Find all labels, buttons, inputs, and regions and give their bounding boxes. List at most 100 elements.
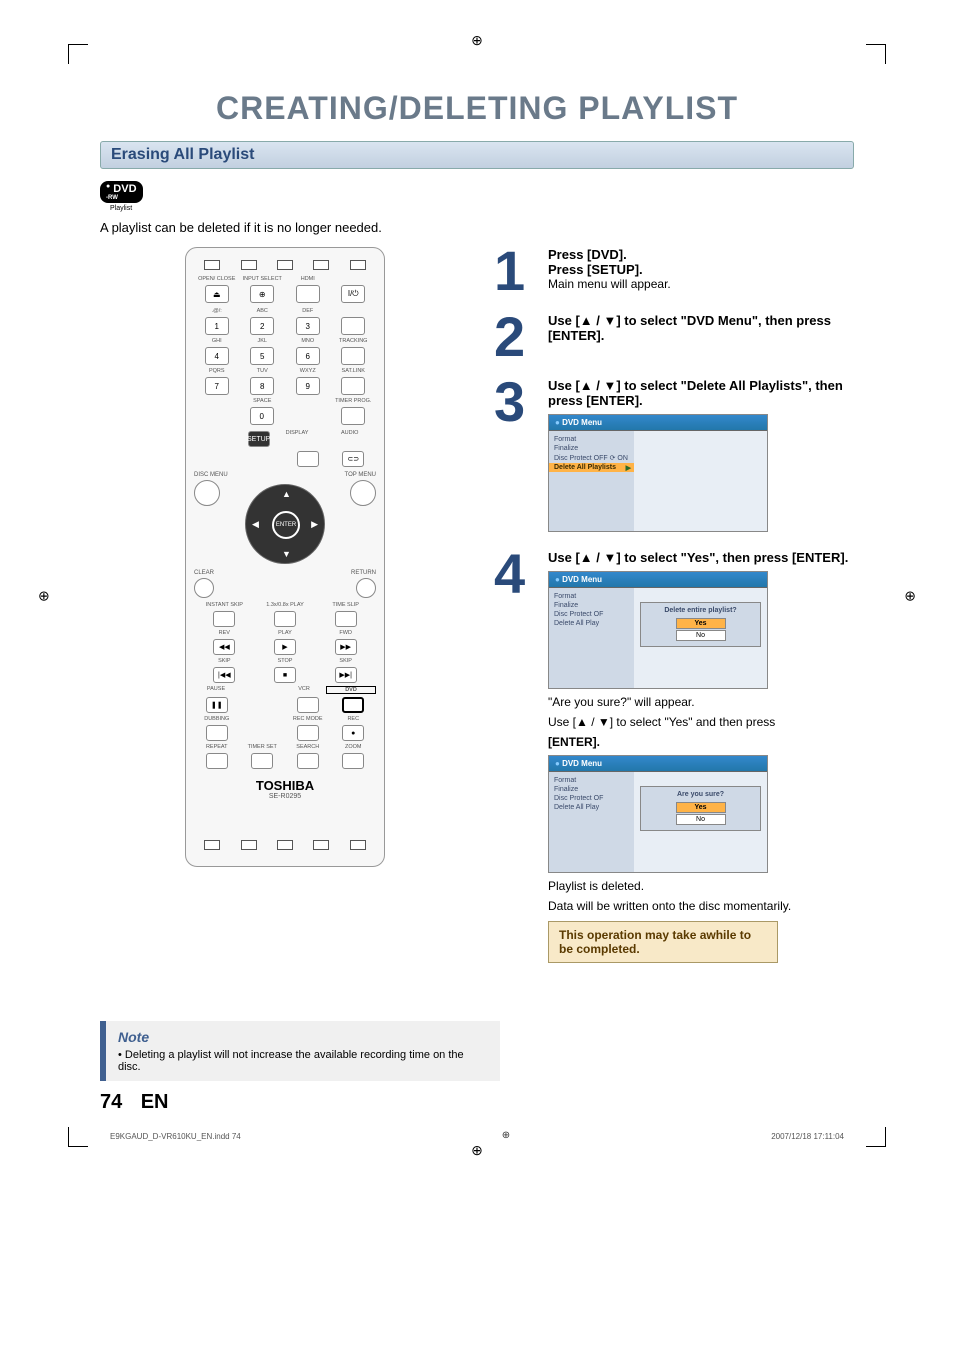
open-close-button[interactable]: ⏏ — [205, 285, 229, 303]
osd-menu-list: FormatFinalizeDisc Protect OFDelete All … — [549, 772, 634, 872]
side-button[interactable] — [341, 407, 365, 425]
skip-back-button[interactable]: |◀◀ — [213, 667, 235, 683]
remote-label: 1.3x/0.8x PLAY — [255, 602, 316, 608]
note-box: Note • Deleting a playlist will not incr… — [100, 1021, 500, 1081]
power-button[interactable]: I/⏻ — [341, 285, 365, 303]
zoom-button[interactable] — [342, 753, 364, 769]
dvd-badge-text: DVD — [113, 183, 136, 195]
remote-label: DUBBING — [194, 716, 240, 722]
footer-file: E9KGAUD_D-VR610KU_EN.indd 74 — [110, 1132, 241, 1141]
num-8-button[interactable]: 8 — [250, 377, 274, 395]
note-body: • Deleting a playlist will not increase … — [118, 1049, 488, 1073]
stop-button[interactable]: ■ — [274, 667, 296, 683]
num-6-button[interactable]: 6 — [296, 347, 320, 365]
step-number: 1 — [494, 247, 538, 295]
num-0-button[interactable]: 0 — [250, 407, 274, 425]
osd-menu-item: Format — [549, 435, 634, 444]
remote-brand: TOSHIBA — [194, 778, 376, 793]
return-button[interactable] — [356, 578, 376, 598]
step-text: Press [SETUP]. — [548, 262, 854, 277]
remote-label: GHI — [194, 338, 240, 344]
osd-menu-item: Format — [549, 592, 634, 601]
osd-title: DVD Menu — [549, 415, 767, 431]
remote-label: TUV — [240, 368, 286, 374]
crop-mark-bottom-inline: ⊕ — [502, 1130, 510, 1141]
pause-button[interactable]: ❚❚ — [206, 697, 228, 713]
step-tail-text: Data will be written onto the disc momen… — [548, 899, 854, 913]
num-7-button[interactable]: 7 — [205, 377, 229, 395]
input-select-button[interactable]: ⊕ — [250, 285, 274, 303]
note-title: Note — [118, 1029, 488, 1045]
hdmi-button[interactable] — [296, 285, 320, 303]
corner-mark — [866, 44, 886, 64]
timer-set-button[interactable] — [251, 753, 273, 769]
remote-model: SE-R0295 — [194, 793, 376, 800]
osd-right-pane: Delete entire playlist?YesNo — [634, 588, 767, 688]
osd-menu-item: Delete All Play — [549, 619, 634, 628]
num-1-button[interactable]: 1 — [205, 317, 229, 335]
enter-button[interactable]: ENTER — [272, 511, 300, 539]
vcr-button[interactable] — [297, 697, 319, 713]
display-button[interactable] — [297, 451, 319, 467]
num-5-button[interactable]: 5 — [250, 347, 274, 365]
remote-label: WXYZ — [285, 368, 331, 374]
dubbing-button[interactable] — [206, 725, 228, 741]
num-3-button[interactable]: 3 — [296, 317, 320, 335]
osd-menu-item: Disc Protect OFF ⟳ ON — [549, 453, 634, 463]
repeat-button[interactable] — [206, 753, 228, 769]
remote-control-figure: OPEN/ CLOSE INPUT SELECT HDMI ⏏ ⊕ I/⏻ .@… — [185, 247, 385, 867]
time-slip-button[interactable] — [335, 611, 357, 627]
crop-mark-right: ⊕ — [904, 587, 916, 604]
num-9-button[interactable]: 9 — [296, 377, 320, 395]
remote-label: AUDIO — [323, 430, 376, 448]
step-text: Press [DVD]. — [548, 247, 854, 262]
fwd-button[interactable]: ▶▶ — [335, 639, 357, 655]
speed-play-button[interactable] — [274, 611, 296, 627]
remote-label: DISPLAY — [271, 430, 324, 448]
format-badge-row: ● DVD -RW Playlist — [100, 177, 854, 212]
remote-label: CLEAR — [194, 570, 285, 576]
side-button[interactable] — [341, 347, 365, 365]
osd-menu-item: Delete All Playlists — [549, 463, 634, 472]
remote-label: TIME SLIP — [315, 602, 376, 608]
step-after-text: Use [▲ / ▼] to select "Yes" and then pre… — [548, 715, 854, 729]
osd-menu-item: Finalize — [549, 785, 634, 794]
osd-menu-item: Disc Protect OF — [549, 610, 634, 619]
setup-button[interactable]: SETUP — [248, 431, 270, 447]
remote-label: REC MODE — [285, 716, 331, 722]
nav-ring[interactable]: ▲ ▼ ◀ ▶ ENTER — [245, 484, 325, 564]
step-number: 3 — [494, 378, 538, 426]
rev-button[interactable]: ◀◀ — [213, 639, 235, 655]
step-1: 1Press [DVD].Press [SETUP].Main menu wil… — [494, 247, 854, 295]
remote-label: OPEN/ CLOSE — [194, 276, 240, 282]
osd-screenshot: DVD MenuFormatFinalizeDisc Protect OFDel… — [548, 755, 768, 873]
step-2: 2Use [▲ / ▼] to select "DVD Menu", then … — [494, 313, 854, 361]
remote-label: TIMER PROG. — [331, 398, 377, 404]
disc-menu-button[interactable] — [194, 480, 220, 506]
remote-label — [285, 398, 331, 404]
remote-label: SEARCH — [285, 744, 331, 750]
skip-fwd-button[interactable]: ▶▶| — [335, 667, 357, 683]
step-number: 2 — [494, 313, 538, 361]
remote-label: DISC MENU — [194, 472, 285, 478]
audio-button[interactable]: ⊂⊃ — [342, 451, 364, 467]
dvd-button[interactable] — [342, 697, 364, 713]
side-button[interactable] — [341, 317, 365, 335]
rec-mode-button[interactable] — [297, 725, 319, 741]
remote-label: SAT.LINK — [331, 368, 377, 374]
remote-label: VCR — [282, 686, 326, 694]
remote-label: INSTANT SKIP — [194, 602, 255, 608]
top-menu-button[interactable] — [350, 480, 376, 506]
search-button[interactable] — [297, 753, 319, 769]
clear-button[interactable] — [194, 578, 214, 598]
info-callout: This operation may take awhile to be com… — [548, 921, 778, 963]
play-button[interactable]: ▶ — [274, 639, 296, 655]
num-2-button[interactable]: 2 — [250, 317, 274, 335]
side-button[interactable] — [341, 377, 365, 395]
dvd-badge-caption: Playlist — [110, 205, 854, 212]
num-4-button[interactable]: 4 — [205, 347, 229, 365]
instant-skip-button[interactable] — [213, 611, 235, 627]
remote-label: ZOOM — [331, 744, 377, 750]
steps-column: 1Press [DVD].Press [SETUP].Main menu wil… — [494, 247, 854, 981]
rec-button[interactable]: ● — [342, 725, 364, 741]
